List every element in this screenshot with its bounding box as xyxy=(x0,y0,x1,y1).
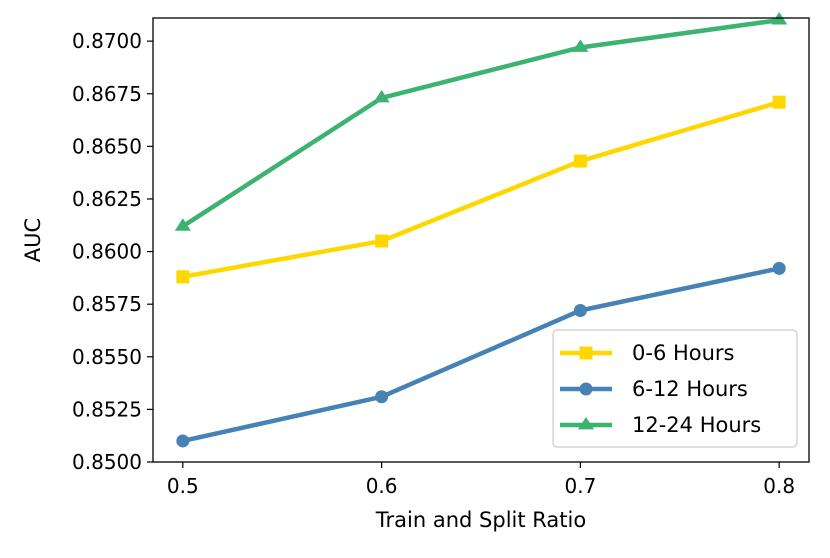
y-tick-label: 0.8675 xyxy=(72,82,142,106)
y-tick-label: 0.8650 xyxy=(72,134,142,158)
series-6-12-hours-point xyxy=(573,303,587,317)
series-0-6-hours xyxy=(176,95,786,284)
series-0-6-hours-point xyxy=(176,270,190,284)
series-12-24-hours-point xyxy=(373,89,390,103)
series-12-24-hours-line xyxy=(181,17,780,229)
series-6-12-hours-point xyxy=(375,390,389,404)
y-tick-label: 0.8575 xyxy=(72,292,142,316)
legend: 0-6 Hours 6-12 Hours 12-24 Hours xyxy=(552,329,798,448)
series-6-12-hours-line xyxy=(182,266,780,444)
y-tick-label: 0.8625 xyxy=(72,187,142,211)
series-layer xyxy=(174,12,788,448)
series-6-12-hours-point xyxy=(176,434,190,448)
legend-item-series-12-24-hours: 12-24 Hours xyxy=(560,413,761,437)
x-tick-label: 0.6 xyxy=(366,474,398,498)
y-tick-label: 0.8525 xyxy=(72,397,142,421)
ticks-layer: 0.5 0.6 0.7 0.8 0.8500 0.8525 0.8550 0.8575 0.86… xyxy=(72,29,795,498)
legend-item-series-0-6-hours: 0-6 Hours xyxy=(560,341,735,365)
x-tick-label: 0.5 xyxy=(167,474,199,498)
legend-frame xyxy=(552,329,798,448)
plot-frame xyxy=(152,17,810,463)
legend-label: 0-6 Hours xyxy=(632,341,735,365)
y-tick-label: 0.8550 xyxy=(72,345,142,369)
series-6-12-hours xyxy=(176,261,786,448)
legend-label: 12-24 Hours xyxy=(632,413,761,437)
legend-marker xyxy=(579,346,593,360)
x-axis-label: Train and Split Ratio xyxy=(375,508,586,532)
y-tick-label: 0.8700 xyxy=(72,29,142,53)
x-tick-label: 0.8 xyxy=(763,474,795,498)
y-axis-label: AUC xyxy=(21,218,45,262)
legend-marker xyxy=(579,382,593,396)
series-0-6-hours-point xyxy=(573,154,587,168)
y-tick-label: 0.8500 xyxy=(72,450,142,474)
legend-entries: 0-6 Hours 6-12 Hours 12-24 Hours xyxy=(560,341,761,437)
x-tick-label: 0.7 xyxy=(564,474,596,498)
series-0-6-hours-line xyxy=(182,100,780,280)
legend-item-series-6-12-hours: 6-12 Hours xyxy=(560,377,748,401)
series-6-12-hours-point xyxy=(772,261,786,275)
series-12-24-hours xyxy=(174,12,788,231)
series-12-24-hours-point xyxy=(572,39,589,52)
legend-label: 6-12 Hours xyxy=(632,377,748,401)
series-12-24-hours-point xyxy=(174,218,191,231)
legend-marker xyxy=(577,416,595,430)
series-0-6-hours-point xyxy=(375,234,389,248)
y-tick-label: 0.8600 xyxy=(72,240,142,264)
series-0-6-hours-point xyxy=(772,95,786,109)
